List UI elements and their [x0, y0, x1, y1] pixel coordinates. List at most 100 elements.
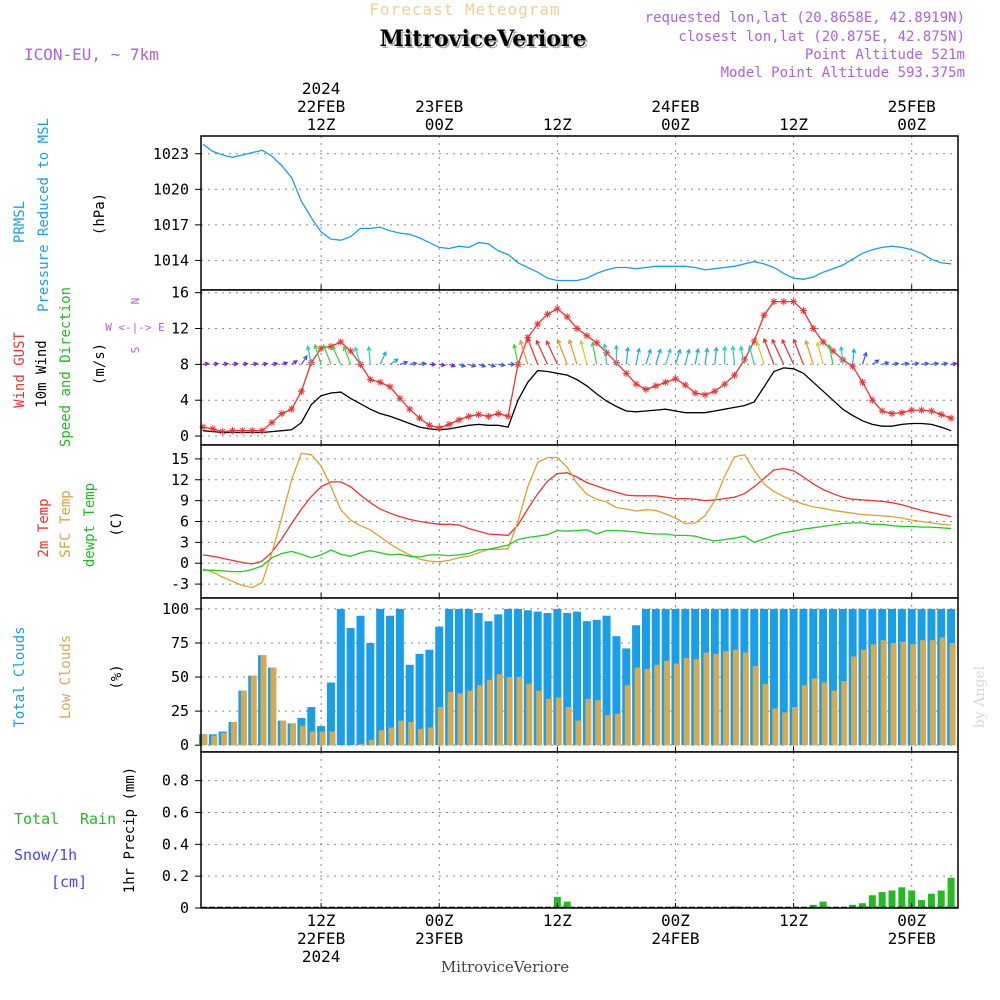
- rain-bar: [898, 887, 906, 908]
- y-tick-label: 0.6: [162, 803, 189, 821]
- bottom-time-label: 00Z: [661, 911, 690, 930]
- wind-arrow: [763, 337, 775, 365]
- wind-arrow: [792, 338, 804, 365]
- dewpt-line: [203, 522, 952, 573]
- total-clouds-label: Total Clouds: [12, 626, 28, 727]
- y-tick-label: 8: [180, 355, 189, 373]
- total-cloud-bar: [779, 608, 788, 746]
- low-cloud-bar: [427, 727, 434, 746]
- wind-panel: 0 4 8 12 16: [171, 284, 959, 446]
- rain-bar: [878, 892, 886, 908]
- wind-arrow: [419, 361, 427, 367]
- total-cloud-bar: [307, 707, 316, 746]
- gust-marker: [878, 407, 886, 415]
- wind-arrow: [861, 351, 868, 365]
- bottom-time-label: 00Z: [897, 911, 926, 930]
- gust-marker: [209, 425, 217, 433]
- bottom-time-label: 24FEB: [651, 929, 699, 948]
- gust-marker: [819, 338, 827, 346]
- gust-marker: [691, 389, 699, 397]
- low-cloud-bar: [752, 666, 759, 746]
- rain-bar: [937, 890, 945, 908]
- wind-arrow: [291, 360, 298, 365]
- temp2m-line: [202, 467, 952, 565]
- gust-marker: [347, 347, 355, 355]
- low-cloud-bar: [555, 697, 562, 746]
- low-cloud-bar: [496, 674, 503, 746]
- cloud-side-labels: Total Clouds Low Clouds (%): [12, 626, 125, 727]
- wind-arrow: [771, 338, 785, 365]
- wind-side-labels: Wind GUST 10m Wind Speed and Direction (…: [12, 287, 165, 447]
- bottom-time-label: 22FEB: [297, 929, 345, 948]
- low-cloud-bar: [860, 649, 867, 746]
- low-cloud-bar: [841, 681, 848, 746]
- y-tick-label: 12: [171, 320, 189, 338]
- wind-arrow: [448, 362, 456, 368]
- low-cloud-bar: [309, 731, 316, 746]
- gust-marker: [642, 385, 650, 393]
- y-tick-label: 0.4: [162, 835, 189, 853]
- total-cloud-bar: [415, 653, 424, 746]
- wind-arrow: [713, 346, 719, 365]
- gust-marker: [573, 325, 581, 333]
- wind-arrow: [882, 361, 890, 366]
- total-cloud-bar: [445, 608, 454, 746]
- wind-arrow: [389, 358, 399, 365]
- low-cloud-bar: [949, 642, 956, 746]
- y-tick-label: 4: [180, 391, 189, 409]
- snow-unit-label: [cm]: [51, 873, 87, 891]
- gust-marker: [553, 305, 561, 313]
- low-cloud-bar: [516, 677, 523, 746]
- gust-marker: [652, 382, 660, 390]
- wind-arrow: [512, 343, 519, 365]
- wind-arrow: [212, 361, 220, 367]
- wind-arrow: [202, 361, 210, 367]
- gust-marker: [632, 380, 640, 388]
- wind-arrow: [281, 361, 289, 366]
- rain-bar: [553, 896, 561, 908]
- gust-marker: [868, 396, 876, 404]
- pressure-line: [202, 143, 952, 282]
- gust-marker: [770, 298, 778, 306]
- low-cloud-bar: [319, 731, 326, 746]
- station-name: MitroviceVeriore: [380, 26, 587, 52]
- low-cloud-bar: [595, 700, 602, 746]
- low-cloud-bar: [644, 668, 651, 746]
- top-time-label: 00Z: [661, 115, 690, 134]
- rain-bar: [918, 900, 926, 908]
- wind-arrow: [322, 344, 332, 365]
- total-cloud-bar: [563, 612, 572, 746]
- top-time-label: 12Z: [307, 115, 336, 134]
- wind-arrow: [556, 338, 568, 365]
- low-cloud-bar: [614, 713, 621, 746]
- low-cloud-bar: [831, 690, 838, 746]
- temp-unit: (C): [109, 511, 125, 536]
- panel-background: [201, 752, 958, 908]
- rain-bar: [849, 904, 857, 908]
- bottom-time-label: 12Z: [779, 911, 808, 930]
- low-cloud-bar: [634, 667, 641, 746]
- rain-bar: [888, 890, 896, 908]
- gust-marker: [790, 298, 798, 306]
- gust-marker: [376, 378, 384, 386]
- low-cloud-bar: [723, 651, 730, 746]
- low-cloud-bar: [546, 698, 553, 746]
- low-cloud-bar: [457, 693, 464, 746]
- low-cloud-bar: [673, 663, 680, 746]
- wind-arrow: [498, 362, 507, 368]
- wind-arrow: [353, 346, 362, 365]
- gust-marker: [475, 411, 483, 419]
- wind-arrow: [602, 342, 608, 365]
- bottom-time-label: 23FEB: [415, 929, 463, 948]
- low-cloud-bar: [299, 726, 306, 746]
- gust-marker: [268, 419, 276, 427]
- total-cloud-bar: [799, 608, 808, 746]
- gust-marker: [199, 423, 207, 431]
- gust-marker: [386, 383, 394, 391]
- y-tick-label: 16: [171, 284, 189, 302]
- low-cloud-bar: [418, 728, 425, 746]
- wind-10m-label: 10m Wind: [34, 340, 50, 407]
- gust-marker: [563, 313, 571, 321]
- wind-arrow: [684, 348, 691, 365]
